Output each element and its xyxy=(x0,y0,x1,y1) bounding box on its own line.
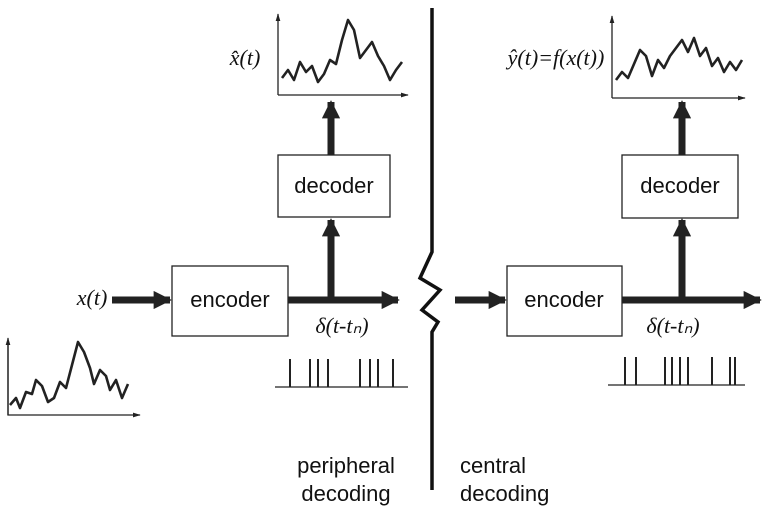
divider xyxy=(417,8,443,490)
caption: peripheral xyxy=(297,453,395,478)
caption: decoding xyxy=(460,481,549,506)
spike-train xyxy=(275,359,408,388)
decoder-label: decoder xyxy=(294,173,374,198)
spike-label: δ(t-tₙ) xyxy=(646,313,699,338)
spike-label: δ(t-tₙ) xyxy=(315,313,368,338)
caption: decoding xyxy=(301,481,390,506)
encoder-box xyxy=(171,265,289,337)
output-plot xyxy=(275,13,409,98)
caption: central xyxy=(460,453,526,478)
encoder-label: encoder xyxy=(524,287,604,312)
decoder-box xyxy=(621,154,739,219)
input-plot xyxy=(5,337,141,418)
output-label: x̂(t) xyxy=(229,45,261,70)
spike-train xyxy=(608,357,745,386)
encoder-label: encoder xyxy=(190,287,270,312)
output-plot xyxy=(609,15,746,101)
input-label: x(t) xyxy=(76,285,108,310)
encoder-box xyxy=(506,265,623,337)
decoder-label: decoder xyxy=(640,173,720,198)
decoder-box xyxy=(277,154,391,218)
output-label: ŷ(t)=f(x(t)) xyxy=(506,45,605,70)
